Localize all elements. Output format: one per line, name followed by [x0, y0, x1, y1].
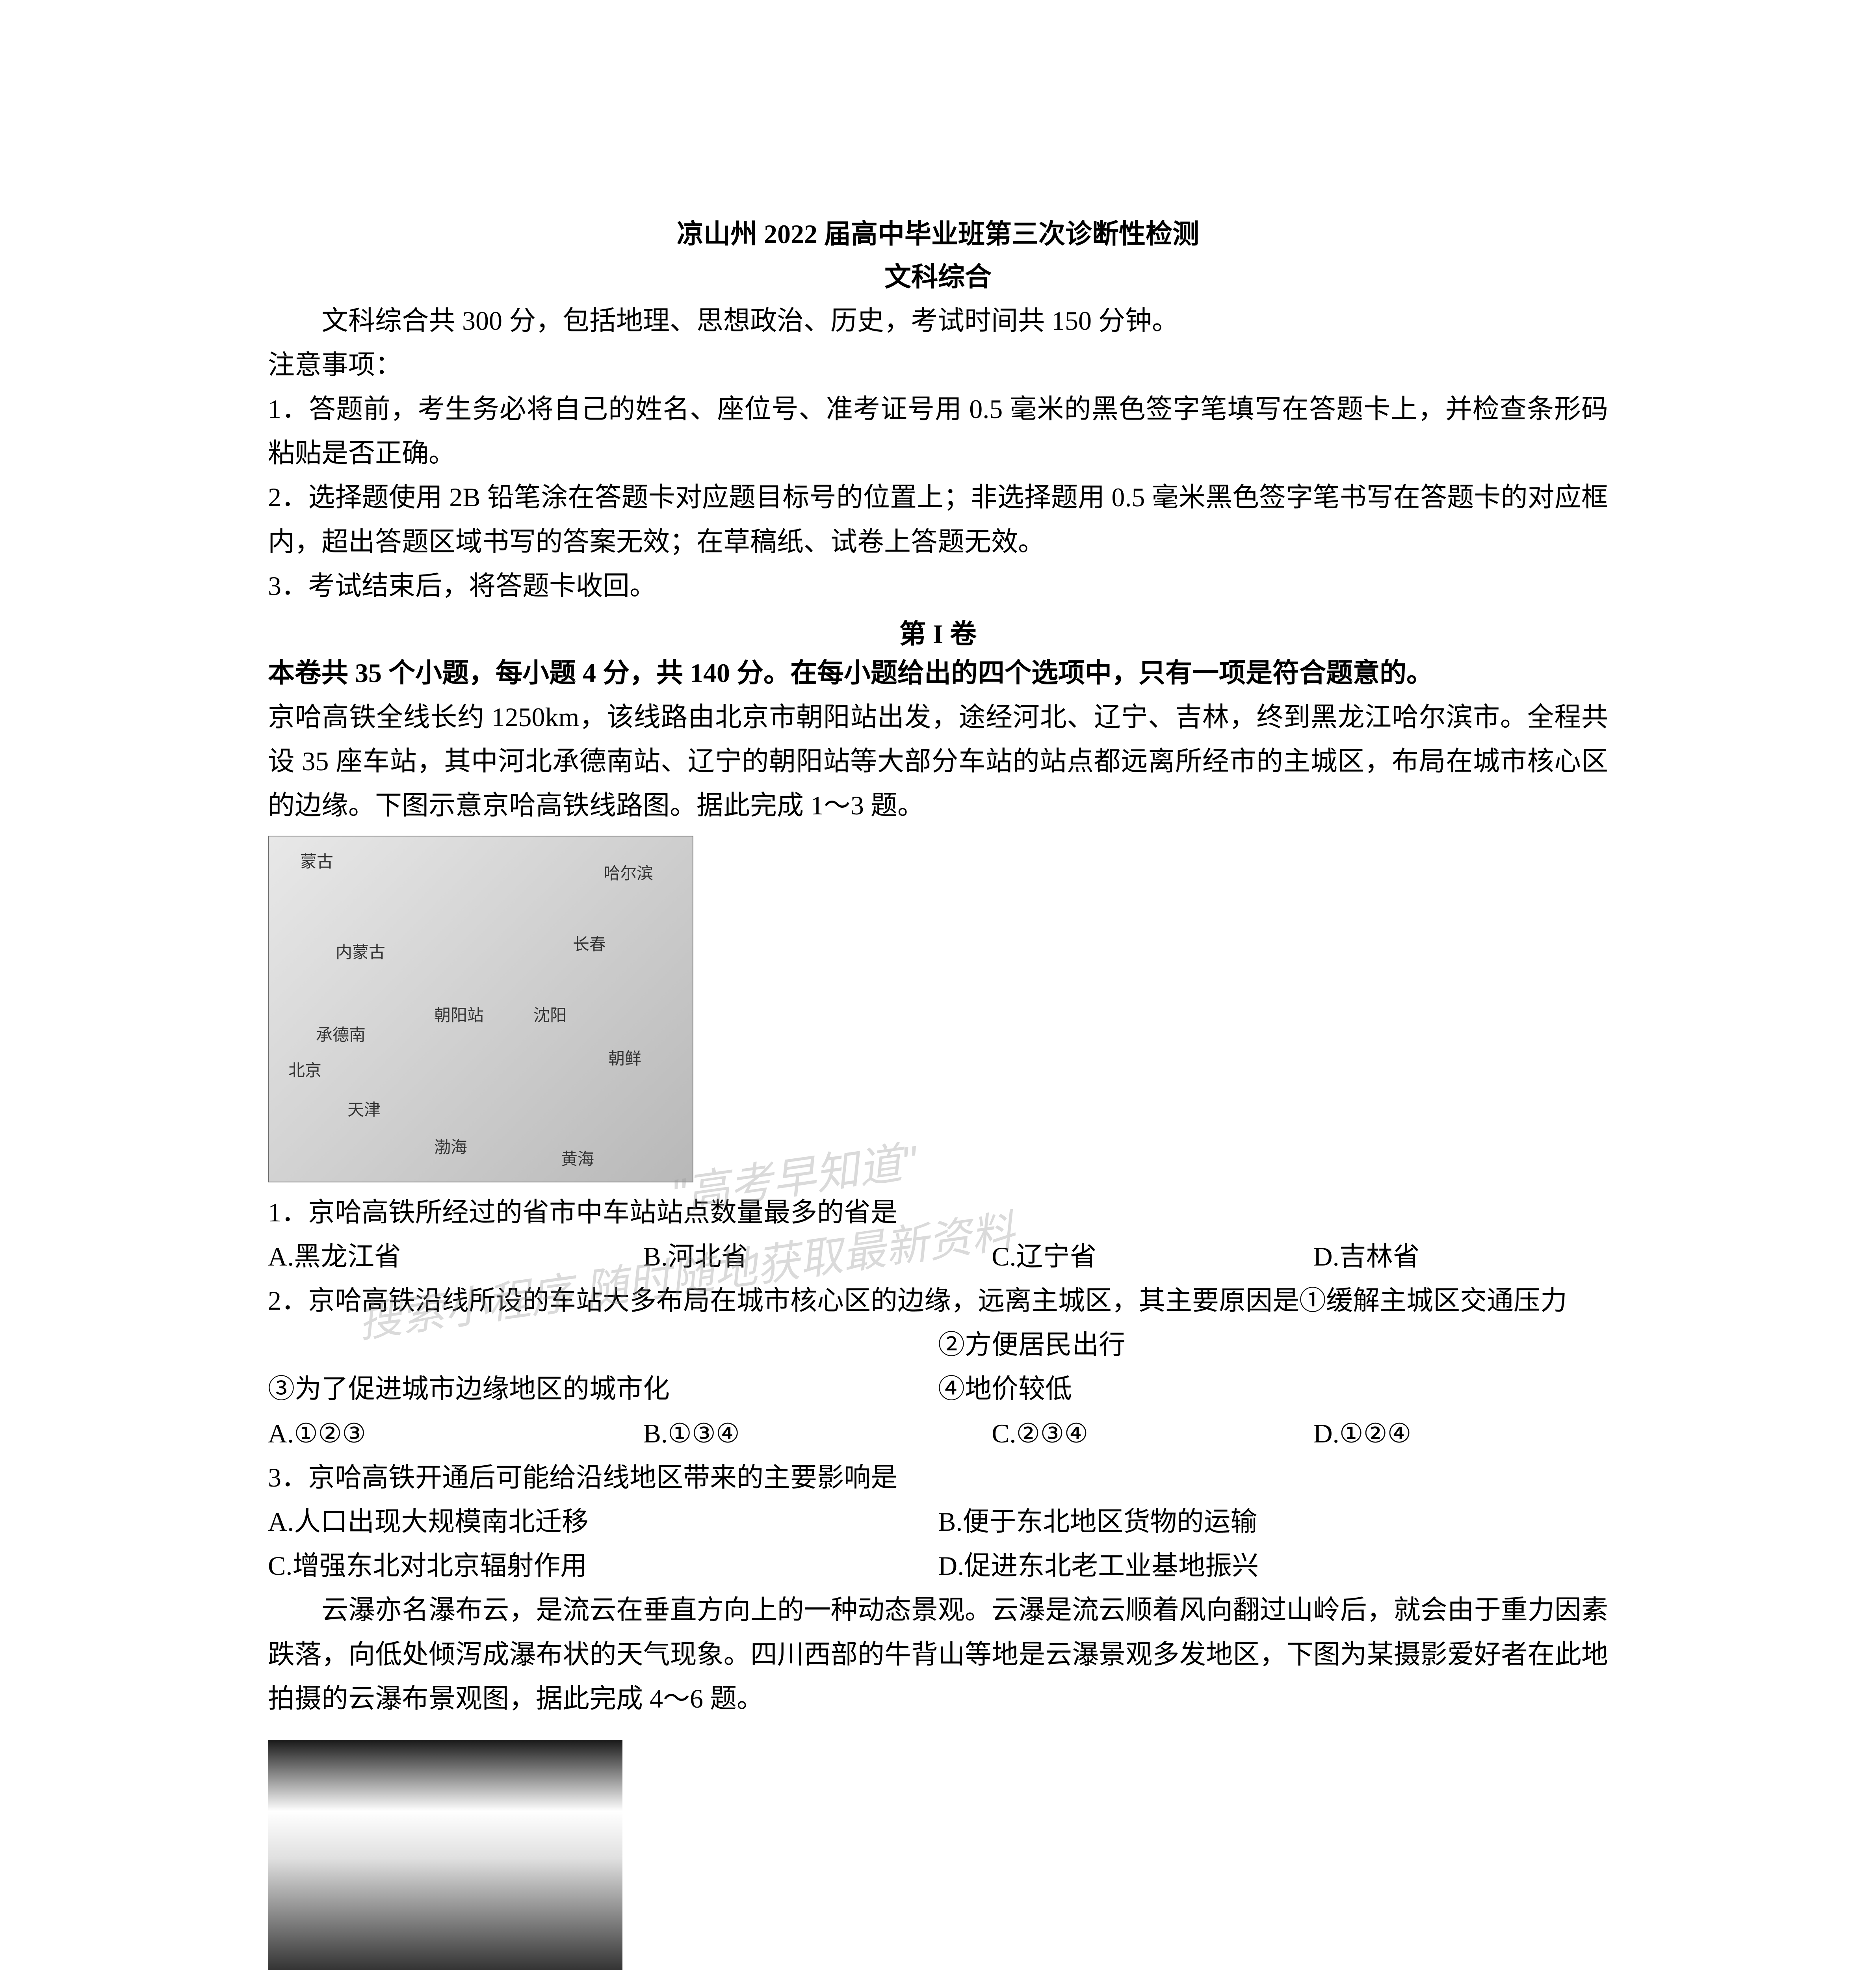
q2-sub-3: ③为了促进城市边缘地区的城市化: [268, 1367, 938, 1411]
notice-1: 1．答题前，考生务必将自己的姓名、座位号、准考证号用 0.5 毫米的黑色签字笔填…: [268, 387, 1608, 475]
map-label-korea: 朝鲜: [608, 1045, 641, 1069]
exam-page: 凉山州 2022 届高中毕业班第三次诊断性检测 文科综合 文科综合共 300 分…: [0, 0, 1876, 1970]
q3-stem: 3．京哈高铁开通后可能给沿线地区带来的主要影响是: [268, 1455, 1608, 1500]
q2-options: A.①②③ B.①③④ C.②③④ D.①②④: [268, 1411, 1608, 1455]
q3-opt-d: D.促进东北老工业基地振兴: [938, 1544, 1608, 1588]
q1-opt-b: B.河北省: [643, 1234, 992, 1279]
q2-opt-b: B.①③④: [643, 1411, 992, 1455]
map-label-bohai: 渤海: [434, 1134, 467, 1158]
map-label-chaoyang: 朝阳站: [434, 1002, 484, 1026]
exam-subtitle: 文科综合: [268, 256, 1608, 299]
map-label-mongolia: 蒙古: [300, 848, 333, 872]
q2-sub-options-2: ③为了促进城市边缘地区的城市化 ④地价较低: [268, 1367, 1608, 1411]
section-1-header: 第 I 卷: [268, 612, 1608, 651]
section-1-instruction: 本卷共 35 个小题，每小题 4 分，共 140 分。在每小题给出的四个选项中，…: [268, 651, 1608, 695]
map-label-harbin: 哈尔滨: [604, 860, 653, 884]
map-label-chengde: 承德南: [316, 1022, 366, 1046]
notice-label: 注意事项：: [268, 343, 1608, 387]
q1-stem: 1．京哈高铁所经过的省市中车站站点数量最多的省是: [268, 1190, 1608, 1234]
intro-line: 文科综合共 300 分，包括地理、思想政治、历史，考试时间共 150 分钟。: [268, 299, 1608, 343]
q2-sub-2: ②方便居民出行: [938, 1323, 1608, 1367]
q3-opt-a: A.人口出现大规模南北迁移: [268, 1500, 938, 1544]
exam-title: 凉山州 2022 届高中毕业班第三次诊断性检测: [268, 213, 1608, 256]
q2-stem: 2．京哈高铁沿线所设的车站大多布局在城市核心区的边缘，远离主城区，其主要原因是①…: [268, 1279, 1608, 1323]
q2-opt-d: D.①②④: [1313, 1411, 1608, 1455]
q2-opt-a: A.①②③: [268, 1411, 643, 1455]
map-label-tianjin: 天津: [347, 1097, 381, 1121]
q2-sub-blank: [268, 1323, 938, 1367]
q2-sub-4: ④地价较低: [938, 1367, 1608, 1411]
map-label-inner-mongolia: 内蒙古: [336, 939, 385, 963]
map-label-huanghai: 黄海: [561, 1146, 594, 1170]
notice-3: 3．考试结束后，将答题卡收回。: [268, 564, 1608, 608]
q2-sub-options-1: ②方便居民出行: [268, 1323, 1608, 1367]
q3-opt-c: C.增强东北对北京辐射作用: [268, 1544, 938, 1588]
passage-2: 云瀑亦名瀑布云，是流云在垂直方向上的一种动态景观。云瀑是流云顺着风向翻过山岭后，…: [268, 1588, 1608, 1721]
map-label-shenyang: 沈阳: [533, 1002, 567, 1026]
map-label-changchun: 长春: [573, 931, 606, 955]
q1-options: A.黑龙江省 B.河北省 C.辽宁省 D.吉林省: [268, 1234, 1608, 1279]
railway-map-image: 蒙古 内蒙古 哈尔滨 长春 沈阳 朝阳站 承德南 北京 天津 朝鲜 渤海 黄海: [268, 836, 693, 1182]
notice-2: 2．选择题使用 2B 铅笔涂在答题卡对应题目标号的位置上；非选择题用 0.5 毫…: [268, 475, 1608, 563]
q3-options-row2: C.增强东北对北京辐射作用 D.促进东北老工业基地振兴: [268, 1544, 1608, 1588]
q1-opt-c: C.辽宁省: [992, 1234, 1313, 1279]
q2-opt-c: C.②③④: [992, 1411, 1313, 1455]
q3-options-row1: A.人口出现大规模南北迁移 B.便于东北地区货物的运输: [268, 1500, 1608, 1544]
cloud-waterfall-image: [268, 1740, 622, 1970]
map-label-beijing: 北京: [288, 1057, 321, 1081]
passage-1: 京哈高铁全线长约 1250km，该线路由北京市朝阳站出发，途经河北、辽宁、吉林，…: [268, 695, 1608, 828]
q1-opt-a: A.黑龙江省: [268, 1234, 643, 1279]
q1-opt-d: D.吉林省: [1313, 1234, 1608, 1279]
q3-opt-b: B.便于东北地区货物的运输: [938, 1500, 1608, 1544]
